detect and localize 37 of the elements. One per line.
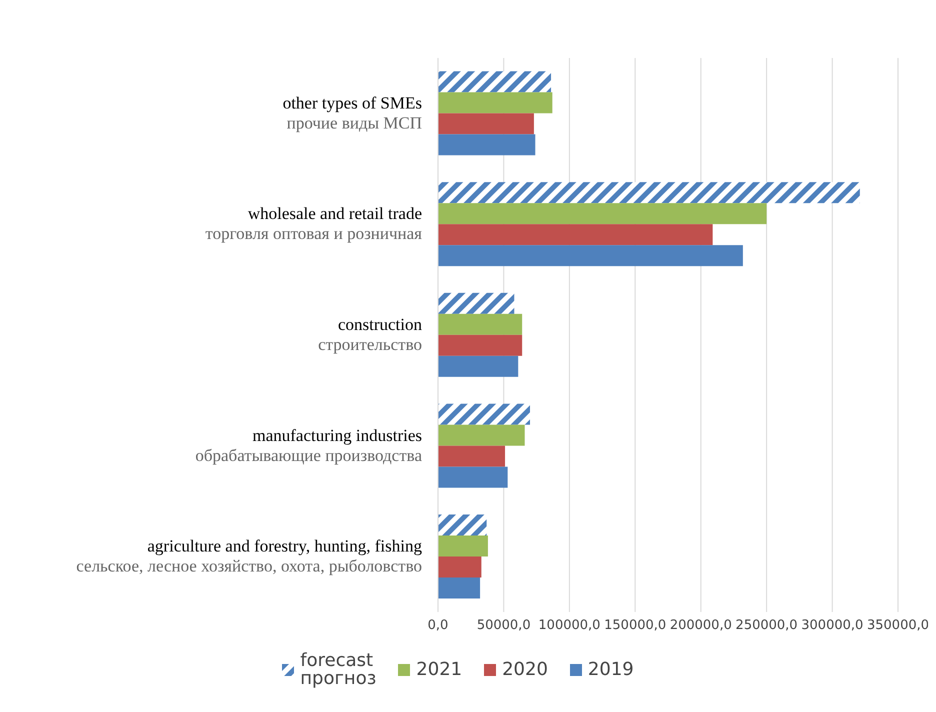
x-tick-label: 200000,0 [670,618,732,634]
bar [438,577,480,598]
bar [438,404,530,425]
bar [438,71,552,92]
bar [438,424,525,446]
bar [438,292,514,314]
y-tick-label: wholesale and retail trade торговля оптовая и розничная [205,204,422,244]
x-tick-label: 0,0 [428,618,448,634]
x-tick-label: 50000,0 [476,618,531,634]
bar [438,314,522,335]
y-tick-label: agriculture and forestry, hunting, fishing сельское, лесное хозяйство, охота, рыболовство [76,536,422,576]
bar [438,203,767,224]
legend-label: 2021 [416,659,462,680]
bar [438,356,518,377]
y-tick-label: manufacturing industries обрабатывающие производства [195,426,422,465]
legend-label: 2019 [588,659,634,680]
y-tick-label: other types of SMEs прочие виды МСП [282,93,422,132]
x-tick-label: 100000,0 [538,618,600,634]
bar [438,514,487,536]
bar [438,134,536,156]
legend-label: 2020 [502,659,548,680]
bar [438,334,522,356]
x-tick-label: 150000,0 [604,618,666,634]
y-tick-label: construction строительство [318,315,422,354]
bar [438,92,552,114]
bar [438,245,743,266]
bar [438,446,506,467]
legend-label: forecast прогноз [300,650,376,689]
bar [438,535,488,556]
bar [438,113,534,134]
bar [438,556,482,578]
x-tick-label: 250000,0 [736,618,798,634]
bar [438,466,508,488]
bar [438,224,713,246]
bar [438,182,860,204]
x-tick-label: 300000,0 [801,618,864,634]
x-tick-label: 350000,0 [866,618,930,634]
